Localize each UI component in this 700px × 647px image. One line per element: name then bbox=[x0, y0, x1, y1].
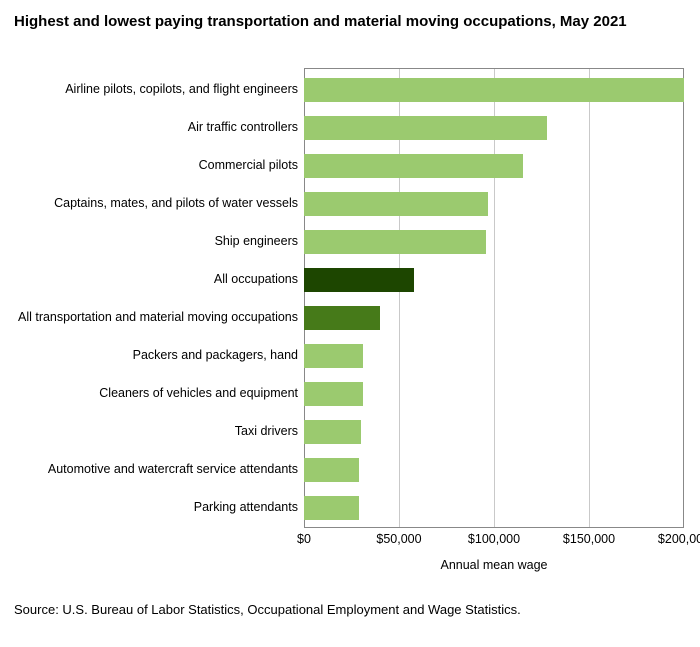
bar bbox=[304, 230, 486, 254]
bar-row bbox=[304, 451, 683, 489]
bar bbox=[304, 382, 363, 406]
chart-area: Annual mean wage $0$50,000$100,000$150,0… bbox=[0, 68, 700, 568]
bar bbox=[304, 306, 380, 330]
bar bbox=[304, 344, 363, 368]
bar bbox=[304, 268, 414, 292]
bar-row bbox=[304, 223, 683, 261]
bar-row bbox=[304, 375, 683, 413]
bar-row bbox=[304, 147, 683, 185]
bar bbox=[304, 458, 359, 482]
x-tick-label: $0 bbox=[297, 532, 311, 546]
category-label: Cleaners of vehicles and equipment bbox=[8, 374, 298, 412]
category-label: Air traffic controllers bbox=[8, 108, 298, 146]
bar-row bbox=[304, 489, 683, 527]
bar bbox=[304, 496, 359, 520]
x-tick-label: $50,000 bbox=[376, 532, 421, 546]
bar bbox=[304, 420, 361, 444]
category-label: All transportation and material moving o… bbox=[8, 298, 298, 336]
category-label: Taxi drivers bbox=[8, 412, 298, 450]
x-tick-label: $150,000 bbox=[563, 532, 615, 546]
bar-row bbox=[304, 413, 683, 451]
category-label: Airline pilots, copilots, and flight eng… bbox=[8, 70, 298, 108]
category-label: Parking attendants bbox=[8, 488, 298, 526]
bar bbox=[304, 154, 523, 178]
category-label: Commercial pilots bbox=[8, 146, 298, 184]
x-axis-title: Annual mean wage bbox=[304, 558, 684, 572]
bar-row bbox=[304, 185, 683, 223]
category-label: Packers and packagers, hand bbox=[8, 336, 298, 374]
chart-title: Highest and lowest paying transportation… bbox=[14, 12, 686, 32]
bar bbox=[304, 192, 488, 216]
bar-row bbox=[304, 261, 683, 299]
category-label: Ship engineers bbox=[8, 222, 298, 260]
category-label: Captains, mates, and pilots of water ves… bbox=[8, 184, 298, 222]
bar-row bbox=[304, 299, 683, 337]
bar-row bbox=[304, 109, 683, 147]
category-label: Automotive and watercraft service attend… bbox=[8, 450, 298, 488]
category-label: All occupations bbox=[8, 260, 298, 298]
bar bbox=[304, 78, 684, 102]
chart-container: Highest and lowest paying transportation… bbox=[0, 0, 700, 647]
bar-row bbox=[304, 71, 683, 109]
bar-row bbox=[304, 337, 683, 375]
bar bbox=[304, 116, 547, 140]
x-tick-label: $200,000 bbox=[658, 532, 700, 546]
x-tick-label: $100,000 bbox=[468, 532, 520, 546]
plot-area bbox=[304, 68, 684, 528]
source-text: Source: U.S. Bureau of Labor Statistics,… bbox=[14, 602, 521, 617]
